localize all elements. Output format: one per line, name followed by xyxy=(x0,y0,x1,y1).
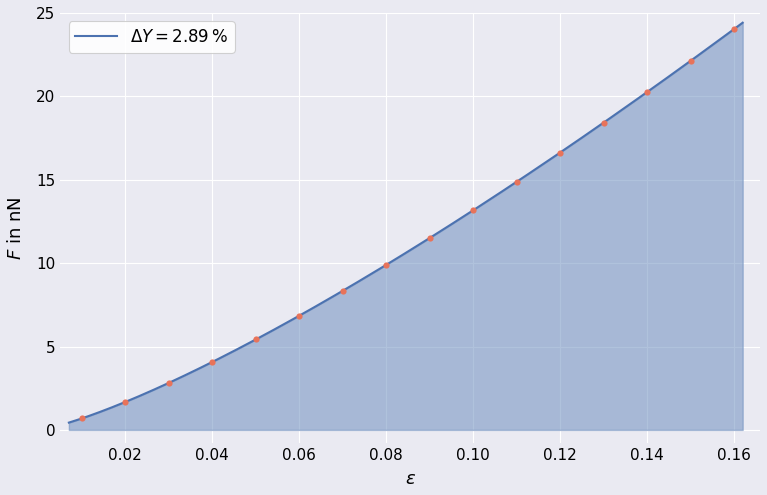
Point xyxy=(206,358,219,366)
Point xyxy=(380,261,393,269)
X-axis label: $\epsilon$: $\epsilon$ xyxy=(404,470,416,488)
Point xyxy=(293,312,305,320)
$\Delta Y = 2.89\,\%$ xyxy=(64,420,74,426)
$\Delta Y = 2.89\,\%$ xyxy=(429,233,438,239)
Point xyxy=(684,57,696,65)
Point xyxy=(76,414,88,422)
$\Delta Y = 2.89\,\%$ xyxy=(466,209,475,215)
Point xyxy=(423,234,436,242)
Point xyxy=(337,287,349,295)
Line: $\Delta Y = 2.89\,\%$: $\Delta Y = 2.89\,\%$ xyxy=(69,23,742,423)
Point xyxy=(511,178,523,186)
Point xyxy=(119,398,131,406)
Point xyxy=(249,336,262,344)
Point xyxy=(554,148,566,156)
$\Delta Y = 2.89\,\%$ xyxy=(617,107,626,113)
$\Delta Y = 2.89\,\%$ xyxy=(722,32,731,38)
$\Delta Y = 2.89\,\%$ xyxy=(384,260,393,266)
Point xyxy=(597,119,610,127)
Point xyxy=(467,206,479,214)
Point xyxy=(163,379,175,387)
Y-axis label: $F$ in nN: $F$ in nN xyxy=(7,197,25,260)
Point xyxy=(728,25,740,33)
$\Delta Y = 2.89\,\%$ xyxy=(738,20,747,26)
$\Delta Y = 2.89\,\%$ xyxy=(388,258,397,264)
Point xyxy=(641,88,653,96)
Legend: $\Delta Y = 2.89\,\%$: $\Delta Y = 2.89\,\%$ xyxy=(68,21,235,52)
